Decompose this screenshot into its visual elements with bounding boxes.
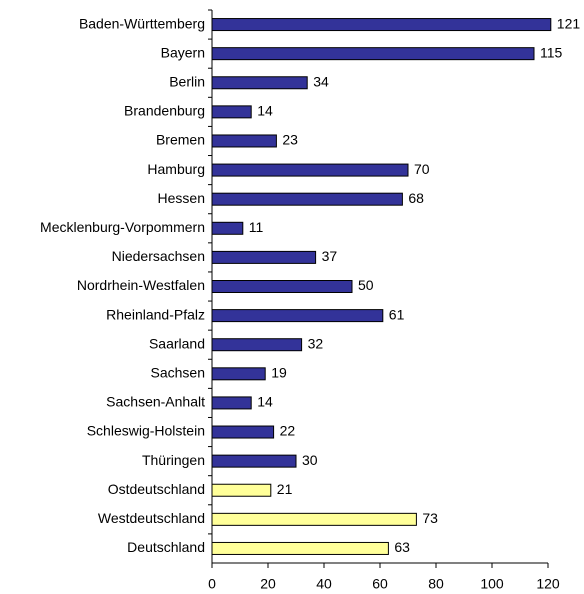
y-tick-label: Rheinland-Pfalz — [106, 306, 205, 322]
y-tick-label: Westdeutschland — [98, 510, 205, 526]
y-tick-label: Nordrhein-Westfalen — [77, 277, 205, 293]
bar — [211, 512, 417, 526]
x-tick-label: 80 — [428, 576, 444, 592]
y-tick-label: Ostdeutschland — [108, 481, 205, 497]
x-tick-label: 40 — [316, 576, 332, 592]
y-tick-label: Schleswig-Holstein — [87, 423, 205, 439]
bar — [211, 338, 303, 352]
bar — [211, 47, 535, 61]
y-tick-label: Brandenburg — [124, 103, 205, 119]
bar — [211, 425, 275, 439]
bar — [211, 105, 252, 119]
x-tick-label: 20 — [260, 576, 276, 592]
bar — [211, 454, 297, 468]
bar — [211, 541, 389, 555]
y-tick-label: Baden-Württemberg — [79, 15, 205, 31]
x-tick-label: 100 — [480, 576, 504, 592]
bar — [211, 250, 317, 264]
bar — [211, 280, 353, 293]
bar — [211, 76, 308, 90]
y-tick-label: Hamburg — [147, 161, 205, 177]
x-tick-label: 120 — [536, 576, 560, 592]
value-label: 61 — [389, 306, 405, 322]
value-label: 23 — [282, 132, 298, 148]
bar — [211, 221, 244, 235]
value-label: 14 — [257, 394, 273, 410]
y-tick-label: Saarland — [149, 335, 205, 351]
bar — [211, 309, 384, 323]
y-tick-label: Sachsen-Anhalt — [106, 394, 205, 410]
value-label: 34 — [313, 73, 329, 89]
y-tick-label: Mecklenburg-Vorpommern — [40, 219, 205, 235]
bar — [211, 367, 266, 381]
value-label: 37 — [322, 248, 338, 264]
value-label: 19 — [271, 365, 287, 381]
x-tick-label: 60 — [372, 576, 388, 592]
value-label: 68 — [408, 190, 424, 206]
value-label: 63 — [394, 539, 410, 555]
value-label: 14 — [257, 103, 273, 119]
y-tick-label: Hessen — [158, 190, 205, 206]
bar — [211, 18, 552, 32]
value-label: 22 — [280, 423, 296, 439]
bar — [211, 163, 409, 177]
y-tick-label: Deutschland — [127, 539, 205, 555]
value-label: 121 — [557, 15, 581, 31]
value-label: 32 — [308, 335, 324, 351]
bar — [211, 396, 252, 410]
y-tick-label: Sachsen — [151, 365, 205, 381]
value-label: 30 — [302, 452, 318, 468]
x-tick-label: 0 — [208, 576, 216, 592]
bar — [211, 192, 403, 206]
y-tick-label: Bremen — [156, 132, 205, 148]
y-tick-label: Bayern — [161, 44, 205, 60]
value-label: 70 — [414, 161, 430, 177]
y-tick-label: Thüringen — [142, 452, 205, 468]
value-label: 73 — [422, 510, 438, 526]
value-label: 115 — [540, 44, 563, 60]
y-tick-label: Berlin — [169, 73, 205, 89]
y-tick-label: Niedersachsen — [112, 248, 205, 264]
bar — [211, 483, 272, 497]
value-label: 21 — [277, 481, 293, 497]
bar — [211, 134, 277, 148]
value-label: 11 — [249, 219, 264, 235]
value-label: 50 — [358, 277, 374, 293]
